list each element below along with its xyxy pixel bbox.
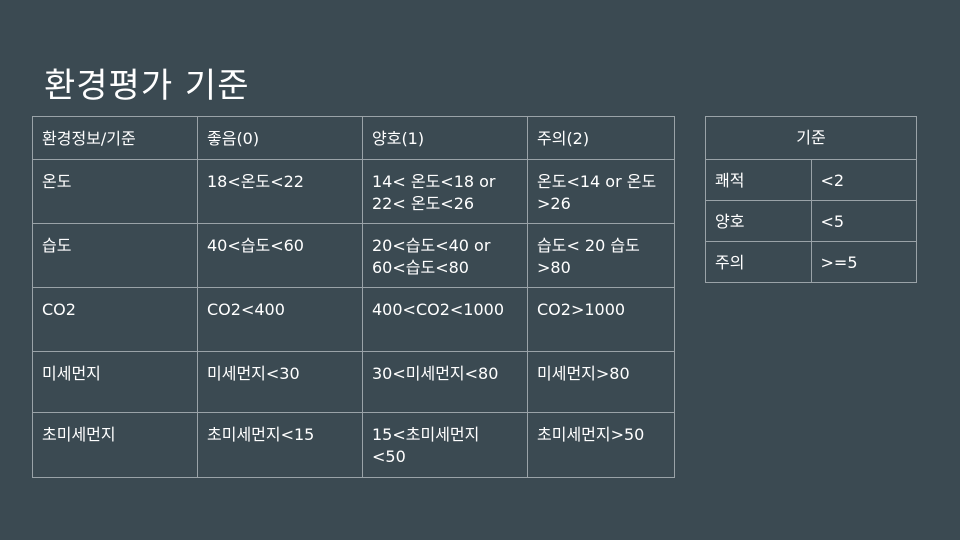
table-cell: 초미세먼지>50 (527, 412, 675, 478)
slide-title: 환경평가 기준 (44, 66, 250, 106)
row-label: CO2 (32, 287, 198, 352)
header-cell-criteria: 기준 (705, 116, 917, 160)
table-row: 온도 18<온도<22 14< 온도<18 or 22< 온도<26 온도<14… (32, 159, 675, 224)
row-label: 양호 (705, 200, 812, 242)
table-header-row: 기준 (705, 116, 917, 160)
table-cell: 습도< 20 습도>80 (527, 223, 675, 288)
table-cell: 18<온도<22 (197, 159, 363, 224)
table-cell: 400<CO2<1000 (362, 287, 528, 352)
table-row: 미세먼지 미세먼지<30 30<미세먼지<80 미세먼지>80 (32, 351, 675, 413)
table-cell: >=5 (810, 241, 917, 283)
table-cell: 미세먼지>80 (527, 351, 675, 413)
row-label: 미세먼지 (32, 351, 198, 413)
row-label: 쾌적 (705, 159, 812, 201)
header-cell-good: 좋음(0) (197, 116, 363, 160)
row-label: 습도 (32, 223, 198, 288)
table-cell: 미세먼지<30 (197, 351, 363, 413)
table-row: 양호 <5 (705, 200, 917, 242)
table-row: 습도 40<습도<60 20<습도<40 or 60<습도<80 습도< 20 … (32, 223, 675, 288)
header-cell-caution: 주의(2) (527, 116, 675, 160)
table-cell: <5 (810, 200, 917, 242)
row-label: 초미세먼지 (32, 412, 198, 478)
table-row: 쾌적 <2 (705, 159, 917, 201)
table-cell: 15<초미세먼지 <50 (362, 412, 528, 478)
table-cell: 30<미세먼지<80 (362, 351, 528, 413)
table-row: 초미세먼지 초미세먼지<15 15<초미세먼지 <50 초미세먼지>50 (32, 412, 675, 478)
table-cell: 40<습도<60 (197, 223, 363, 288)
header-cell-category: 환경정보/기준 (32, 116, 198, 160)
table-cell: 초미세먼지<15 (197, 412, 363, 478)
table-cell: 온도<14 or 온도>26 (527, 159, 675, 224)
row-label: 주의 (705, 241, 812, 283)
header-cell-fair: 양호(1) (362, 116, 528, 160)
table-cell: CO2>1000 (527, 287, 675, 352)
row-label: 온도 (32, 159, 198, 224)
table-cell: CO2<400 (197, 287, 363, 352)
table-header-row: 환경정보/기준 좋음(0) 양호(1) 주의(2) (32, 116, 675, 160)
table-cell: 14< 온도<18 or 22< 온도<26 (362, 159, 528, 224)
table-row: CO2 CO2<400 400<CO2<1000 CO2>1000 (32, 287, 675, 352)
score-criteria-table: 기준 쾌적 <2 양호 <5 주의 >=5 (705, 116, 917, 283)
table-cell: <2 (810, 159, 917, 201)
table-row: 주의 >=5 (705, 241, 917, 283)
environment-criteria-table: 환경정보/기준 좋음(0) 양호(1) 주의(2) 온도 18<온도<22 14… (32, 116, 675, 478)
table-cell: 20<습도<40 or 60<습도<80 (362, 223, 528, 288)
